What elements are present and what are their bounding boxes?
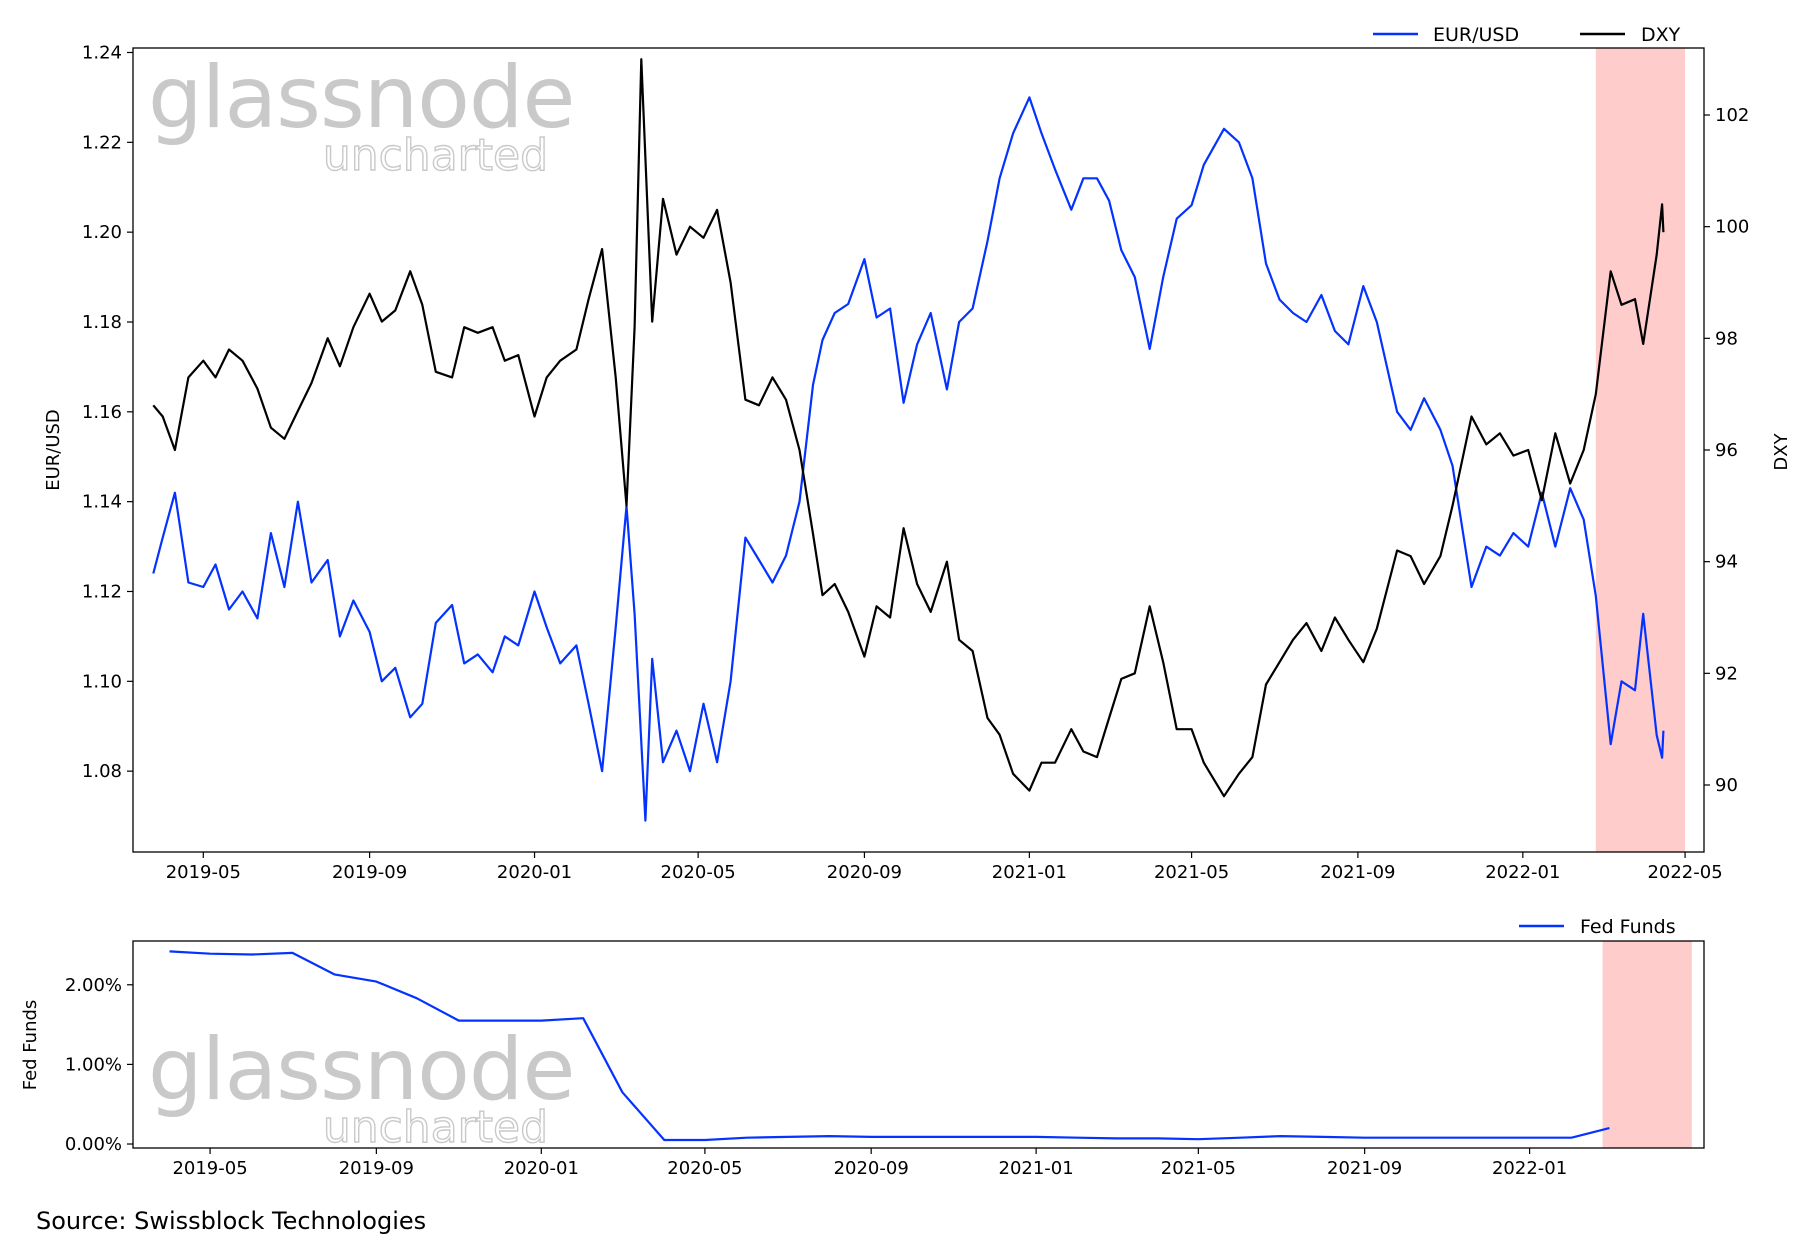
y-tick-label-left: 1.22 bbox=[82, 132, 122, 153]
y-tick-label-left: 1.10 bbox=[82, 671, 122, 692]
legend-label-eurusd: EUR/USD bbox=[1433, 24, 1519, 46]
right-axis-label: DXY bbox=[1771, 432, 1792, 470]
y-tick-label-right: 92 bbox=[1715, 663, 1738, 684]
x-tick-label: 2022-01 bbox=[1485, 862, 1560, 883]
y-tick-label-left: 0.00% bbox=[65, 1134, 122, 1155]
watermark-brand-top: glassnode bbox=[148, 48, 574, 148]
shaded-region-top bbox=[1595, 48, 1686, 852]
watermark-sub-bottom: uncharted bbox=[323, 1102, 548, 1153]
watermark-sub-top: uncharted bbox=[323, 130, 548, 181]
series-line-dxy bbox=[152, 58, 1665, 798]
x-tick-label: 2020-09 bbox=[834, 1158, 909, 1179]
series-line-eur-usd bbox=[152, 96, 1665, 822]
x-tick-label: 2021-09 bbox=[1327, 1158, 1402, 1179]
left-axis-label: EUR/USD bbox=[43, 409, 64, 491]
x-tick-label: 2020-05 bbox=[667, 1158, 742, 1179]
x-tick-label: 2021-09 bbox=[1320, 862, 1395, 883]
series-line-fed-funds bbox=[169, 950, 1610, 1142]
watermark-brand-bottom: glassnode bbox=[148, 1020, 574, 1120]
y-tick-label-left: 1.24 bbox=[82, 42, 122, 63]
y-tick-label-right: 100 bbox=[1715, 217, 1749, 238]
x-tick-label: 2019-09 bbox=[332, 862, 407, 883]
y-tick-label-left: 1.14 bbox=[82, 492, 122, 513]
legend-bottom: Fed Funds bbox=[1519, 916, 1676, 938]
y-tick-label-left: 1.20 bbox=[82, 222, 122, 243]
legend-label-fedfunds: Fed Funds bbox=[1580, 916, 1676, 938]
y-tick-label-left: 1.16 bbox=[82, 402, 122, 423]
x-tick-label: 2019-05 bbox=[172, 1158, 247, 1179]
x-tick-label: 2021-05 bbox=[1154, 862, 1229, 883]
watermark-top: glassnode uncharted bbox=[148, 48, 575, 182]
y-tick-label-left: 1.00% bbox=[65, 1054, 122, 1075]
x-tick-label: 2022-05 bbox=[1647, 862, 1722, 883]
shaded-region-bottom bbox=[1602, 941, 1692, 1148]
source-note: Source: Swissblock Technologies bbox=[36, 1207, 426, 1235]
x-tick-label: 2021-05 bbox=[1161, 1158, 1236, 1179]
x-tick-label: 2020-05 bbox=[661, 862, 736, 883]
bottom-chart: 2019-05 2019-09 2020-01 2020-05 2020-09 2021-… bbox=[20, 916, 1705, 1179]
x-tick-label: 2022-01 bbox=[1492, 1158, 1567, 1179]
y-tick-label-right: 102 bbox=[1715, 105, 1749, 126]
legend-top: EUR/USD DXY bbox=[1373, 24, 1681, 46]
x-tick-label: 2019-09 bbox=[339, 1158, 414, 1179]
y-tick-label-right: 96 bbox=[1715, 440, 1738, 461]
y-tick-label-left: 1.08 bbox=[82, 761, 122, 782]
watermark-bottom: glassnode uncharted bbox=[148, 1020, 575, 1154]
y-tick-label-left: 2.00% bbox=[65, 975, 122, 996]
x-tick-label: 2021-01 bbox=[992, 862, 1067, 883]
x-tick-label: 2020-01 bbox=[497, 862, 572, 883]
y-tick-label-right: 98 bbox=[1715, 328, 1738, 349]
top-chart: 2019-05 2019-09 2020-01 2020-05 2020-09 2021-… bbox=[43, 24, 1792, 883]
x-tick-label: 2021-01 bbox=[999, 1158, 1074, 1179]
bottom-left-axis-label: Fed Funds bbox=[20, 1000, 41, 1091]
x-tick-label: 2019-05 bbox=[166, 862, 241, 883]
x-tick-label: 2020-01 bbox=[504, 1158, 579, 1179]
y-tick-label-left: 1.12 bbox=[82, 581, 122, 602]
y-tick-label-left: 1.18 bbox=[82, 312, 122, 333]
legend-label-dxy: DXY bbox=[1641, 24, 1681, 46]
x-tick-label: 2020-09 bbox=[827, 862, 902, 883]
bottom-plot-frame bbox=[132, 940, 1705, 1149]
y-tick-label-right: 94 bbox=[1715, 552, 1738, 573]
y-tick-label-right: 90 bbox=[1715, 775, 1738, 796]
